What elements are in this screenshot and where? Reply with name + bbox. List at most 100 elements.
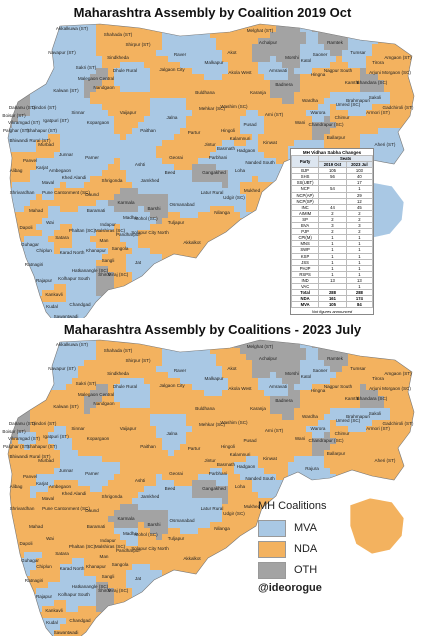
constituency-cell: [384, 62, 391, 69]
constituency-cell: [348, 426, 355, 433]
constituency-cell: [408, 302, 414, 309]
constituency-cell: [276, 86, 283, 93]
constituency-cell: [204, 348, 211, 355]
constituency-cell: [156, 32, 163, 39]
constituency-cell: [168, 236, 175, 243]
constituency-cell: [36, 188, 43, 195]
constituency-cell: [192, 62, 199, 69]
constituency-cell: [366, 432, 373, 439]
constituency-cell: [144, 290, 151, 297]
constituency-cell: [318, 122, 325, 129]
constituency-cell: [30, 176, 37, 183]
constituency-cell: [306, 360, 313, 367]
constituency-cell: [96, 432, 103, 439]
constituency-cell: [360, 408, 367, 415]
constituency-cell: [186, 290, 193, 297]
constituency-cell: [102, 408, 109, 415]
constituency-cell: [384, 340, 391, 343]
constituency-cell: [8, 230, 13, 237]
constituency-cell: [258, 366, 265, 373]
constituency-cell: [36, 56, 43, 63]
constituency-cell: [66, 384, 73, 391]
constituency-cell: [234, 408, 241, 415]
constituency-cell: [408, 408, 414, 415]
constituency-cell: [84, 414, 91, 421]
constituency-label: Wardha: [302, 98, 318, 103]
constituency-cell: [402, 372, 409, 379]
constituency-cell: [198, 68, 205, 75]
constituency-cell: [264, 254, 271, 261]
constituency-cell: [258, 230, 265, 237]
constituency-label: Junnar: [59, 152, 74, 157]
constituency-cell: [72, 116, 79, 123]
constituency-cell: [390, 254, 397, 261]
constituency-cell: [186, 278, 193, 285]
constituency-cell: [132, 38, 139, 45]
constituency-cell: [66, 372, 73, 379]
constituency-cell: [186, 104, 193, 111]
constituency-cell: [336, 408, 343, 415]
constituency-cell: [204, 158, 211, 165]
constituency-cell: [372, 384, 379, 391]
constituency-cell: [306, 426, 313, 433]
constituency-cell: [306, 408, 313, 415]
constituency-cell: [234, 32, 241, 39]
constituency-cell: [240, 266, 247, 273]
constituency-cell: [192, 260, 199, 267]
constituency-cell: [174, 354, 181, 361]
constituency-cell: [210, 272, 217, 279]
constituency-cell: [402, 74, 409, 81]
constituency-cell: [252, 354, 259, 361]
constituency-cell: [108, 38, 115, 45]
constituency-cell: [414, 348, 420, 354]
constituency-cell: [198, 366, 205, 373]
constituency-cell: [222, 212, 229, 219]
constituency-cell: [180, 194, 187, 201]
constituency-cell: [228, 164, 235, 171]
constituency-cell: [132, 308, 139, 315]
constituency-cell: [258, 408, 265, 415]
constituency-cell: [18, 62, 25, 69]
constituency-cell: [42, 230, 49, 237]
constituency-cell: [192, 426, 199, 433]
constituency-cell: [414, 360, 420, 366]
constituency-cell: [300, 348, 307, 355]
constituency-cell: [360, 348, 367, 355]
constituency-cell: [138, 414, 145, 421]
constituency-cell: [396, 396, 403, 403]
constituency-cell: [72, 218, 79, 225]
constituency-cell: [72, 38, 79, 45]
constituency-cell: [120, 396, 127, 403]
constituency-cell: [198, 86, 205, 93]
constituency-cell: [120, 32, 127, 39]
constituency-label: Udgir (SC): [223, 195, 245, 200]
constituency-cell: [240, 366, 247, 373]
constituency-cell: [270, 342, 277, 349]
constituency-cell: [216, 284, 223, 291]
constituency-cell: [132, 116, 139, 123]
constituency-cell: [348, 340, 355, 343]
constituency-label: Igatpuri (ST): [43, 118, 69, 123]
constituency-cell: [408, 182, 414, 189]
constituency-cell: [36, 194, 43, 201]
constituency-cell: [156, 426, 163, 433]
constituency-cell: [210, 176, 217, 183]
constituency-cell: [276, 302, 283, 309]
constituency-cell: [54, 188, 61, 195]
constituency-cell: [150, 340, 157, 343]
constituency-cell: [36, 38, 43, 45]
constituency-cell: [288, 110, 295, 117]
constituency-cell: [192, 68, 199, 75]
constituency-cell: [354, 140, 361, 147]
constituency-cell: [390, 44, 397, 51]
constituency-cell: [66, 104, 73, 111]
constituency-cell: [168, 340, 175, 343]
constituency-cell: [228, 110, 235, 117]
constituency-cell: [234, 266, 241, 273]
constituency-cell: [276, 242, 283, 249]
constituency-cell: [102, 80, 109, 87]
constituency-cell: [192, 284, 199, 291]
constituency-cell: [108, 248, 115, 255]
constituency-cell: [144, 390, 151, 397]
constituency-cell: [156, 122, 163, 129]
